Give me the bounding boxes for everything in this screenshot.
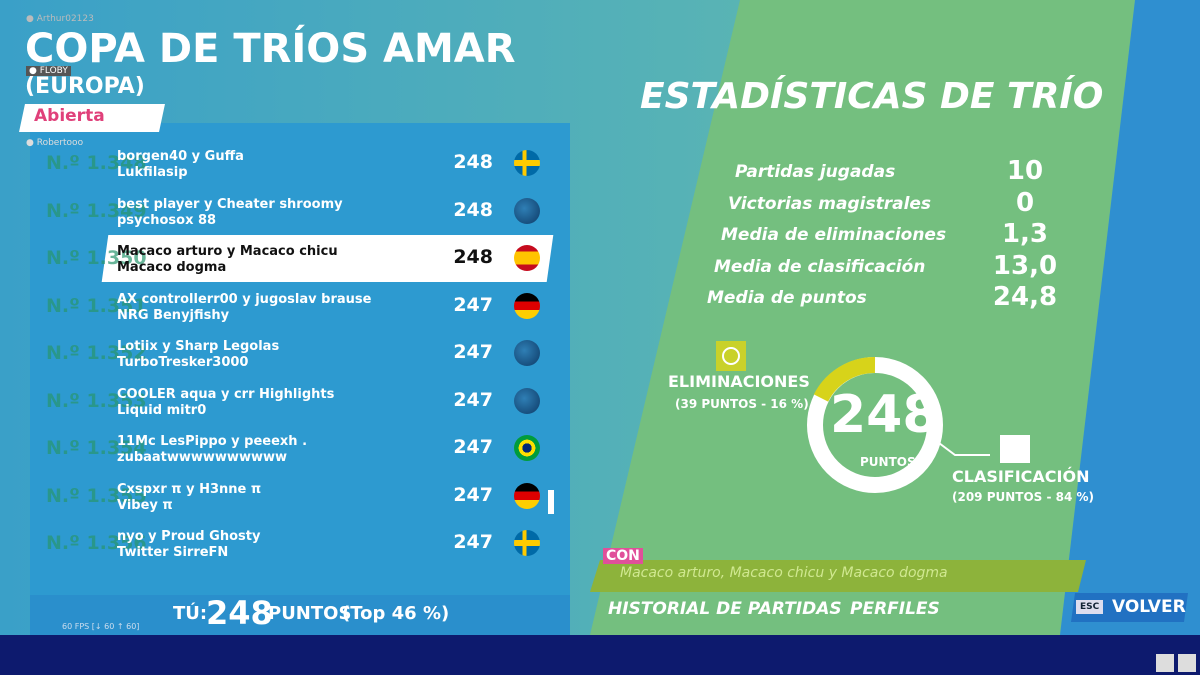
title: COPA DE TRÍOS AMAR — [25, 26, 516, 72]
team-name: nyo y Proud Ghosty — [117, 529, 261, 544]
stat-value: 10 — [1006, 156, 1044, 186]
stat-label: Victorias magistrales — [728, 193, 932, 214]
leaderboard-row[interactable]: N.º 1.350 Macaco arturo y Macaco chicu Mac… — [30, 235, 555, 282]
points: 248 — [453, 246, 493, 268]
leaderboard-row[interactable]: N.º 1.356 nyo y Proud Ghosty Twitter Sirre… — [30, 520, 555, 567]
points: 247 — [453, 436, 493, 458]
leaderboard-row[interactable]: N.º 1.348 borgen40 y Guffa Lukfilasip 248 — [30, 140, 555, 187]
party-member: ● Robertooo — [26, 138, 84, 148]
member-name: Lukfilasip — [117, 165, 188, 180]
stat-label: Media de clasificación — [714, 256, 926, 277]
rank: N.º 1.352 — [46, 342, 147, 364]
member-name: TurboTresker3000 — [117, 355, 249, 370]
member-name: psychosox 88 — [117, 212, 217, 228]
party-name: Arthur02123 — [36, 14, 94, 24]
stat-value: 0 — [1015, 187, 1035, 218]
leaderboard-row[interactable]: N.º 1.349 best player y Cheater shroomy ps… — [30, 188, 555, 235]
rank: N.º 1.349 — [46, 199, 147, 222]
flag — [514, 245, 540, 271]
flag — [514, 435, 540, 461]
team-name: Macaco arturo y Macaco chicu — [117, 244, 338, 259]
team-name: Lotiix y Sharp Legolas — [117, 339, 280, 354]
stat-label: Media de eliminaciones — [721, 225, 947, 245]
points: 247 — [453, 293, 493, 316]
rank: N.º 1.351 — [46, 294, 147, 317]
elim-label: ELIMINACIONES — [668, 372, 810, 391]
with-label: CON — [603, 548, 643, 564]
rank: N.º 1.356 — [46, 532, 147, 554]
member-name: Liquid mitr0 — [117, 402, 207, 418]
party-member: ● Arthur02123 — [26, 14, 94, 24]
status: Abierta — [34, 106, 105, 126]
leaderboard-row[interactable]: N.º 1.353 COOLER aqua y crr Highlights Liq… — [30, 378, 555, 425]
flag — [514, 340, 540, 366]
team-name: COOLER aqua y crr Highlights — [117, 386, 335, 402]
you-label: TÚ: — [173, 603, 208, 624]
flag — [514, 482, 540, 509]
party-member: ● FLOBY — [26, 66, 71, 76]
team-name: 11Mc LesPippo y peeexh . — [117, 434, 308, 449]
flag — [514, 530, 540, 556]
rank: N.º 1.353 — [46, 389, 147, 412]
stat-value: 13,0 — [992, 250, 1058, 281]
points: 247 — [453, 531, 493, 553]
stat-label: Partidas jugadas — [735, 162, 896, 182]
flag — [514, 197, 540, 224]
teammates: Macaco arturo, Macaco chicu y Macaco dog… — [620, 565, 948, 581]
rank: N.º 1.355 — [46, 484, 147, 507]
back-button[interactable]: VOLVER — [1112, 597, 1186, 617]
member-name: Macaco dogma — [117, 260, 227, 275]
esc-key: ESC — [1076, 600, 1104, 614]
points: 247 — [453, 483, 493, 506]
fps: 60 FPS [↓ 60 ↑ 60] — [62, 622, 140, 631]
points: 247 — [453, 341, 493, 363]
rank: N.º 1.354 — [46, 437, 147, 459]
member-name: NRG Benyjfishy — [117, 307, 230, 323]
party-name: FLOBY — [39, 66, 68, 76]
stat-value: 24,8 — [992, 282, 1058, 312]
stat-value: 1,3 — [1001, 219, 1049, 249]
place-detail: (209 PUNTOS - 84 %) — [952, 490, 1095, 504]
stats-title: ESTADÍSTICAS DE TRÍO — [640, 76, 1104, 117]
points: 247 — [453, 388, 493, 411]
member-name: Twitter SirreFN — [117, 545, 229, 560]
total: 248 — [830, 385, 939, 445]
member-name: zubaatwwwwwwwwww — [117, 450, 287, 465]
team-name: best player y Cheater shroomy — [117, 196, 343, 212]
flag — [514, 292, 540, 319]
leaderboard-row[interactable]: N.º 1.354 11Mc LesPippo y peeexh . zubaatw… — [30, 425, 555, 472]
team-name: Cxspxr π y H3nne π — [117, 481, 262, 497]
leaderboard-row[interactable]: N.º 1.352 Lotiix y Sharp Legolas TurboTres… — [30, 330, 555, 377]
team-name: AX controllerr00 y jugoslav brause — [117, 291, 372, 307]
stat-label: Media de puntos — [707, 288, 867, 308]
you-top: (Top 46 %) — [342, 603, 450, 624]
place-label: CLASIFICACIÓN — [952, 467, 1090, 486]
party-name: Robertooo — [36, 138, 84, 148]
profiles-tab[interactable]: PERFILES — [850, 599, 940, 619]
total-unit: PUNTOS — [860, 455, 916, 469]
rank: N.º 1.350 — [46, 247, 147, 269]
team-name: borgen40 y Guffa — [117, 149, 244, 164]
rank: N.º 1.348 — [46, 152, 147, 174]
region: (EUROPA) — [25, 74, 145, 99]
elim-detail: (39 PUNTOS - 16 %) — [675, 397, 809, 411]
leaderboard-row[interactable]: N.º 1.351 AX controllerr00 y jugoslav bra… — [30, 283, 555, 330]
flag — [514, 150, 540, 176]
flag — [514, 387, 540, 414]
points: 248 — [453, 151, 493, 173]
member-name: Vibey π — [117, 497, 173, 513]
points: 248 — [453, 198, 493, 221]
leaderboard-row[interactable]: N.º 1.355 Cxspxr π y H3nne π Vibey π 247 — [30, 473, 555, 520]
you-unit: PUNTOS — [268, 603, 352, 624]
history-tab[interactable]: HISTORIAL DE PARTIDAS — [608, 599, 842, 619]
you-points: 248 — [206, 594, 273, 632]
